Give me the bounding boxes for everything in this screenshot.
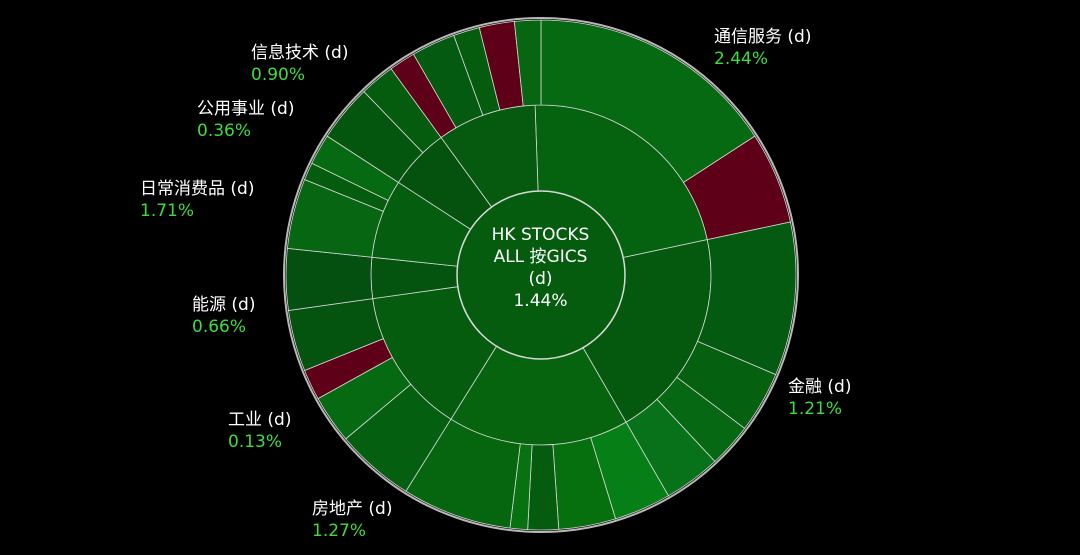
center-title-line1: HK STOCKS xyxy=(491,225,590,245)
sector-label-consumer-staples[interactable]: 日常消费品 (d) 1.71% xyxy=(140,178,254,222)
outer-ring xyxy=(285,19,797,531)
center-value: 1.44% xyxy=(513,291,568,311)
sector-label-communication[interactable]: 通信服务 (d) 2.44% xyxy=(714,26,811,70)
sector-label-industrials[interactable]: 工业 (d) 0.13% xyxy=(228,409,291,453)
sector-label-utilities[interactable]: 公用事业 (d) 0.36% xyxy=(197,98,294,142)
inner-ring xyxy=(370,104,712,446)
sector-name: 日常消费品 (d) xyxy=(140,179,255,199)
sector-change: 0.66% xyxy=(192,317,247,337)
sector-name: 金融 (d) xyxy=(788,377,852,397)
sector-name: 工业 (d) xyxy=(228,410,292,430)
sector-name: 信息技术 (d) xyxy=(251,43,349,63)
sector-change: 1.21% xyxy=(788,399,843,419)
chart-center-label: HK STOCKS ALL 按GICS (d) 1.44% xyxy=(470,224,611,312)
sector-name: 公用事业 (d) xyxy=(197,99,295,119)
sector-name: 通信服务 (d) xyxy=(714,27,812,47)
sector-change: 1.71% xyxy=(140,201,195,221)
sector-change: 1.27% xyxy=(312,521,367,541)
sector-name: 能源 (d) xyxy=(192,295,256,315)
center-disc xyxy=(456,190,626,360)
center-title-line3: (d) xyxy=(528,269,553,289)
sector-change: 0.36% xyxy=(197,121,252,141)
sector-label-info-tech[interactable]: 信息技术 (d) 0.90% xyxy=(251,42,348,86)
center-title-line2: ALL 按GICS xyxy=(493,247,588,267)
outer-segment[interactable] xyxy=(527,444,560,531)
outer-segment[interactable] xyxy=(513,19,542,107)
sector-name: 房地产 (d) xyxy=(312,499,393,519)
sector-label-real-estate[interactable]: 房地产 (d) 1.27% xyxy=(312,498,392,542)
chart-outer-ring xyxy=(283,17,799,533)
sector-label-financials[interactable]: 金融 (d) 1.21% xyxy=(788,376,851,420)
sector-change: 0.90% xyxy=(251,65,306,85)
sector-label-energy[interactable]: 能源 (d) 0.66% xyxy=(192,294,255,338)
sector-change: 0.13% xyxy=(228,432,283,452)
sector-change: 2.44% xyxy=(714,49,769,69)
